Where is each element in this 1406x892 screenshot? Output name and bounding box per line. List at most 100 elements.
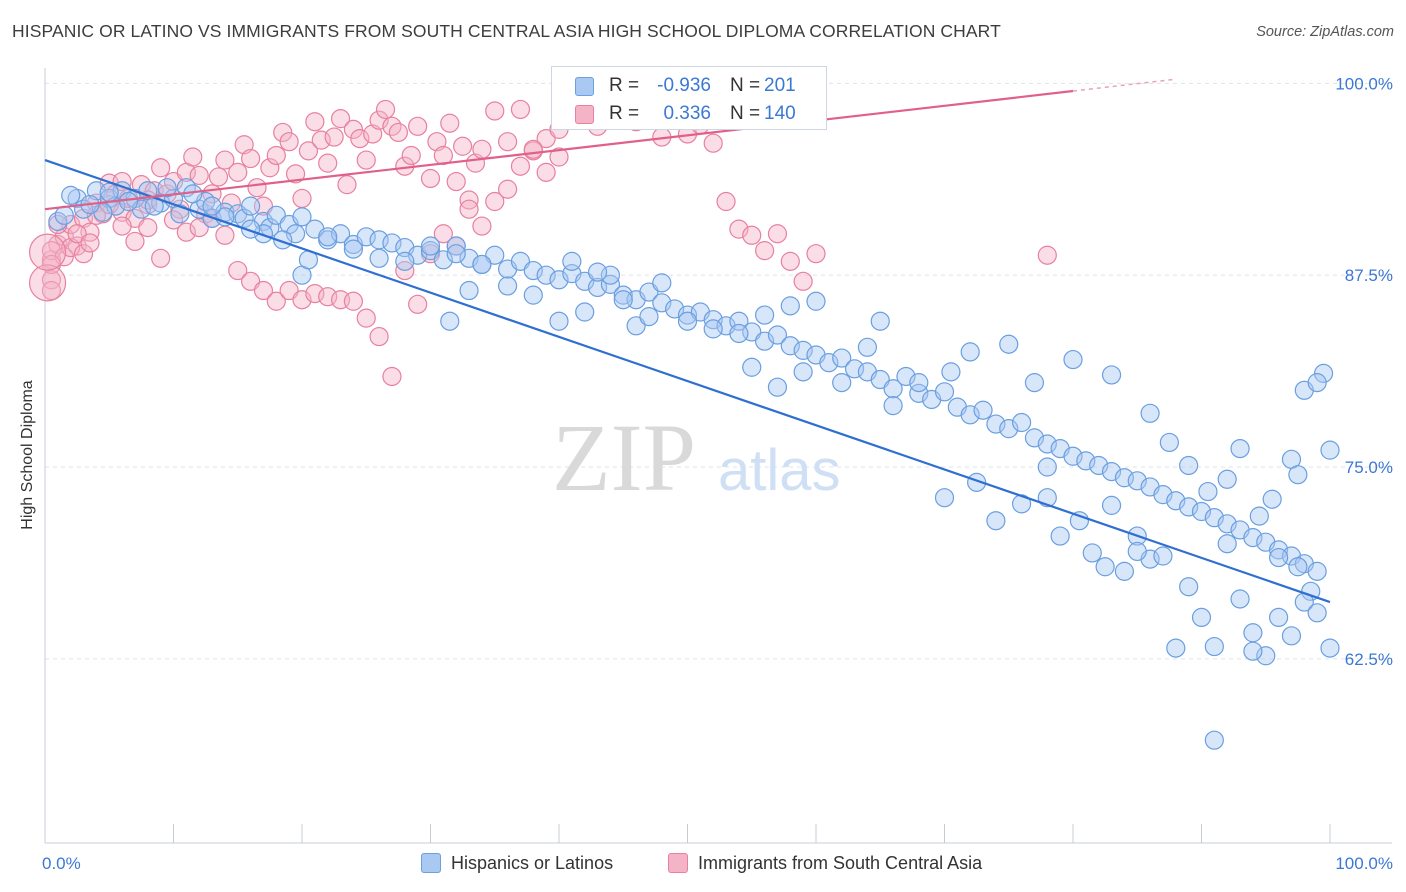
data-point: [498, 132, 518, 152]
data-point: [446, 171, 466, 192]
data-point: [1069, 511, 1090, 531]
data-point: [999, 334, 1019, 354]
data-point: [1204, 730, 1224, 750]
data-point: [934, 382, 955, 402]
n-label: N =: [730, 75, 761, 96]
x-tick-labels: 0.0% 100.0%: [42, 854, 1393, 873]
y-tick-label: 62.5%: [1345, 650, 1393, 669]
data-point: [420, 168, 441, 189]
data-point: [215, 150, 235, 170]
data-point: [806, 244, 826, 264]
data-point: [1307, 561, 1327, 581]
data-point: [170, 204, 190, 224]
data-point: [1217, 469, 1237, 489]
data-point: [986, 414, 1006, 434]
data-point: [241, 196, 261, 216]
data-point: [1249, 506, 1269, 526]
data-point: [202, 196, 222, 216]
data-point: [285, 164, 306, 184]
data-point: [1268, 607, 1289, 628]
data-point: [1179, 497, 1199, 517]
r-value: -0.936: [657, 75, 711, 96]
data-point: [183, 147, 203, 167]
data-point: [234, 208, 254, 228]
data-point: [382, 233, 402, 253]
data-point: [793, 362, 813, 382]
data-point: [973, 400, 993, 420]
series-hispanics-or-latinos: [48, 178, 1340, 750]
data-point: [157, 178, 177, 198]
data-point: [986, 511, 1006, 531]
data-point: [742, 225, 762, 245]
trend-line-immigrants: [44, 89, 1074, 211]
data-point: [472, 139, 492, 159]
data-point: [1288, 465, 1308, 485]
data-point: [767, 224, 788, 244]
data-point: [523, 139, 543, 159]
data-point: [883, 379, 903, 399]
n-label: N =: [730, 103, 761, 124]
data-point: [767, 325, 788, 345]
data-point: [703, 133, 723, 153]
n-value: 140: [764, 103, 796, 124]
data-point: [41, 280, 62, 301]
legend-swatch-pink: [575, 105, 594, 124]
data-point: [369, 248, 389, 268]
data-point: [41, 270, 62, 290]
data-point: [767, 377, 788, 397]
data-point: [1114, 561, 1135, 581]
data-point: [1024, 373, 1045, 393]
data-point: [934, 488, 955, 508]
data-point: [324, 127, 344, 147]
data-point: [819, 353, 839, 373]
legend-item-hispanics: Hispanics or Latinos: [421, 853, 613, 874]
gridlines: [45, 82, 1392, 660]
watermark-zip: ZIP: [552, 404, 696, 511]
data-point: [292, 207, 312, 227]
data-point: [472, 254, 492, 275]
data-point: [440, 113, 460, 133]
data-point: [549, 147, 569, 167]
data-point: [1153, 546, 1173, 566]
data-point: [1179, 577, 1199, 597]
data-point: [716, 191, 736, 212]
data-point: [498, 179, 518, 199]
data-point: [151, 158, 171, 178]
data-point: [253, 280, 274, 301]
data-point: [446, 236, 466, 256]
data-point: [330, 109, 351, 129]
data-point: [433, 224, 453, 244]
data-point: [1101, 495, 1122, 515]
data-point: [305, 112, 325, 132]
data-point: [1307, 373, 1327, 393]
data-point: [1217, 534, 1237, 554]
data-point: [485, 191, 505, 212]
data-point: [266, 291, 286, 311]
data-point: [260, 158, 280, 178]
data-point: [1095, 557, 1115, 577]
data-point: [1101, 365, 1122, 385]
data-point: [536, 265, 556, 285]
data-point: [125, 231, 145, 252]
data-point: [151, 248, 171, 268]
data-point: [1179, 455, 1199, 476]
data-point: [1191, 607, 1212, 628]
data-point: [780, 251, 800, 271]
stats-legend: R = -0.936 N = 201 R = 0.336 N = 140: [551, 66, 827, 130]
data-point: [1243, 623, 1263, 643]
data-point: [510, 99, 531, 120]
data-point: [677, 311, 698, 331]
data-point: [549, 311, 569, 331]
data-point: [1037, 245, 1057, 265]
data-point: [112, 216, 132, 236]
data-point: [729, 323, 749, 344]
data-point: [395, 251, 415, 271]
data-point: [1320, 440, 1340, 460]
data-point: [485, 101, 505, 121]
stats-legend-row-hispanics: R = -0.936 N = 201: [552, 72, 826, 100]
trend-line-immigrants-extension: [1072, 78, 1176, 92]
data-point: [652, 273, 672, 293]
data-point: [298, 141, 319, 161]
data-point: [1198, 481, 1218, 502]
data-point: [1082, 543, 1102, 563]
